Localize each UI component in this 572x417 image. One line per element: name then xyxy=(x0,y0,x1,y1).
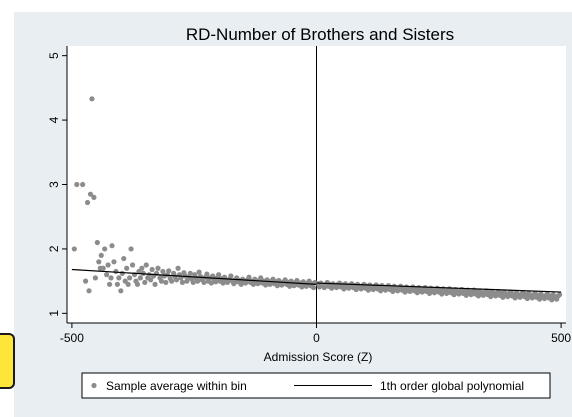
x-ticks: -500 0 500 xyxy=(60,323,571,345)
scatter-point xyxy=(139,265,145,271)
legend-label-line: 1th order global polynomial xyxy=(380,379,524,393)
scatter-point xyxy=(187,270,193,276)
scatter-point xyxy=(127,275,133,281)
scatter-point xyxy=(155,265,161,271)
scatter-point xyxy=(108,275,114,281)
scatter-point xyxy=(106,281,113,287)
yellow-sticker-decoration xyxy=(0,333,15,389)
legend-marker-points xyxy=(91,382,97,389)
scatter-point xyxy=(116,275,122,281)
x-tick-label: -500 xyxy=(60,331,84,345)
scatter-point xyxy=(134,281,141,287)
x-tick-label: 0 xyxy=(313,331,320,345)
scatter-point xyxy=(124,265,130,271)
y-ticks: 1 2 3 4 5 xyxy=(47,52,67,317)
scatter-point xyxy=(118,288,124,294)
scatter-point xyxy=(84,199,91,206)
scatter-point xyxy=(74,181,80,188)
scatter-point xyxy=(195,278,201,284)
scatter-point xyxy=(91,194,97,200)
scatter-point xyxy=(142,279,148,286)
scatter-point xyxy=(137,275,143,281)
fit-lines xyxy=(71,268,562,293)
scatter-point xyxy=(121,255,127,262)
scatter-point xyxy=(86,288,92,294)
scatter-point xyxy=(111,259,117,265)
scatter-point xyxy=(143,262,149,268)
scatter-point xyxy=(102,246,108,252)
y-tick-label: 4 xyxy=(47,116,61,123)
scatter-point xyxy=(173,277,180,283)
x-axis-title: Admission Score (Z) xyxy=(264,350,373,364)
chart-title: RD-Number of Brothers and Sisters xyxy=(186,25,454,44)
scatter-point xyxy=(149,266,155,273)
scatter-point xyxy=(109,243,115,249)
scatter-point xyxy=(310,284,317,291)
scatter-point xyxy=(129,262,136,268)
scatter-point xyxy=(190,279,196,286)
scatter-point xyxy=(89,96,95,102)
scatter-point xyxy=(87,191,94,197)
scatter-point xyxy=(104,272,110,278)
scatter-point xyxy=(82,278,89,284)
scatter-point xyxy=(160,268,166,275)
scatter-point xyxy=(94,239,100,246)
scatter-point xyxy=(169,278,175,284)
x-tick-label: 500 xyxy=(551,331,571,345)
scatter-point xyxy=(100,265,106,271)
scatter-point xyxy=(204,271,210,277)
scatter-point xyxy=(216,272,222,278)
scatter-point xyxy=(166,268,172,274)
y-tick-label: 1 xyxy=(47,310,61,317)
y-tick-label: 2 xyxy=(47,245,61,252)
scatter-point xyxy=(105,262,111,268)
fit-line-segment xyxy=(316,282,562,293)
scatter-point xyxy=(175,265,181,271)
scatter-point xyxy=(113,268,119,275)
scatter-point xyxy=(557,292,563,298)
legend-label-points: Sample average within bin xyxy=(106,379,247,393)
scatter-point xyxy=(98,252,104,258)
scatter-point xyxy=(246,274,252,280)
y-tick-label: 5 xyxy=(47,52,61,59)
legend: Sample average within bin 1th order glob… xyxy=(81,372,551,399)
scatter-point xyxy=(125,281,131,287)
scatter-point xyxy=(163,279,169,286)
scatter-point xyxy=(71,246,77,252)
fit-line-segment xyxy=(71,268,317,285)
scatter-point xyxy=(128,246,134,252)
scatter-point xyxy=(119,270,125,276)
scatter-point xyxy=(228,273,234,279)
legend-box xyxy=(81,372,551,399)
scatter-point xyxy=(96,259,102,265)
y-tick-label: 3 xyxy=(47,181,61,188)
scatter-point xyxy=(184,278,190,284)
scatter-point xyxy=(148,277,154,283)
scatter-point xyxy=(158,278,165,284)
scatter-point xyxy=(114,281,120,287)
scatter-point xyxy=(80,181,86,188)
scatter-point xyxy=(196,269,202,275)
scatter-point xyxy=(201,279,207,286)
scatter-point xyxy=(179,279,186,286)
scatter-point xyxy=(92,275,98,281)
scatter-point xyxy=(152,281,158,287)
